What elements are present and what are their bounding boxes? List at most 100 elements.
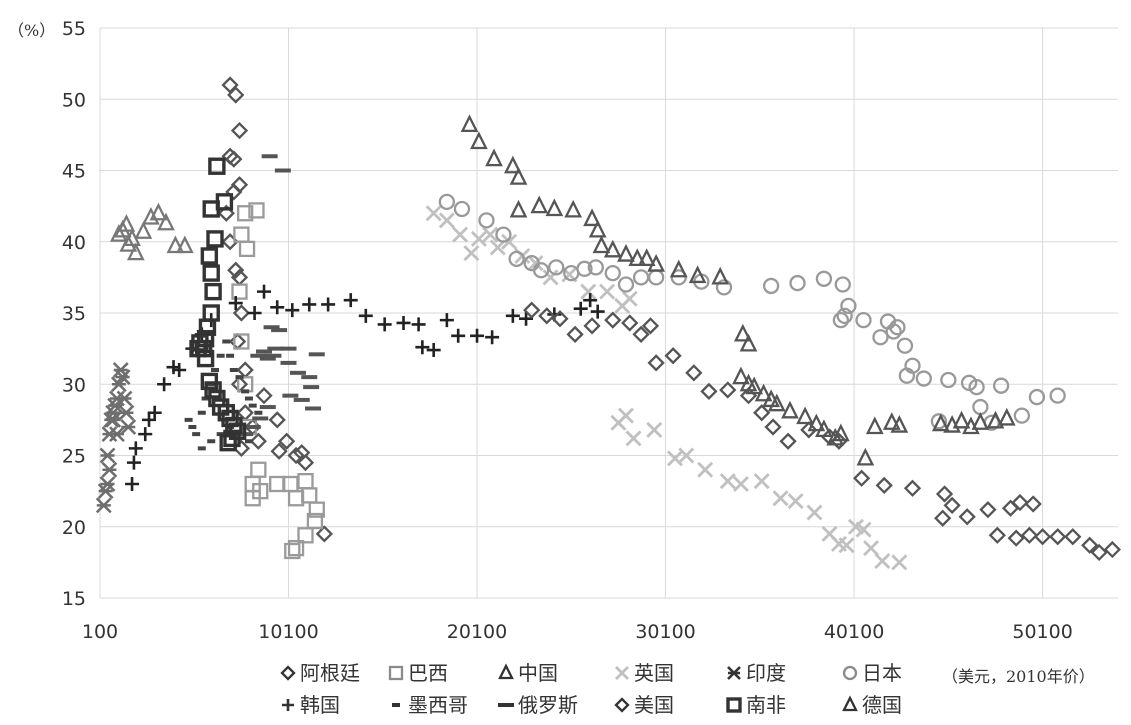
data-point [666,450,683,467]
data-point [566,325,584,344]
legend-marker [282,699,294,711]
data-point [191,334,209,352]
data-point [971,412,990,430]
data-point [711,266,730,285]
data-point [284,542,301,560]
data-point [527,255,544,272]
data-point [125,477,140,491]
data-point [986,410,1005,429]
data-point [739,333,758,352]
data-point [293,444,311,462]
data-point [192,432,201,437]
data-point [719,381,737,399]
grid-lines [99,27,1118,599]
data-point [1007,529,1025,547]
data-point [637,248,656,266]
data-point [719,473,736,490]
data-point [523,301,541,319]
data-point [123,228,141,247]
data-point [855,311,872,329]
data-point [287,539,305,557]
data-point [232,304,251,322]
data-point [219,433,237,452]
data-point [852,469,871,487]
data-point [632,325,650,344]
y-tick-label: 15 [62,588,86,610]
data-point [903,479,922,497]
data-point [282,475,299,493]
data-point [952,410,971,429]
data-point [411,317,426,332]
series-10 [189,157,247,452]
data-point [576,260,593,277]
data-point [230,121,249,140]
data-point [762,277,780,295]
data-point [1011,493,1029,512]
data-point [285,303,300,318]
y-tick-label: 55 [62,18,86,40]
data-point [840,297,857,315]
data-point [489,239,506,256]
legend-marker [280,665,296,681]
legend-label: 美国 [634,693,674,717]
data-point [142,412,157,427]
data-point [968,378,985,396]
data-point [915,370,932,387]
legend-label: 英国 [634,661,674,685]
legend-marker [842,695,858,712]
data-point [997,407,1016,426]
data-point [172,363,187,377]
series-2 [109,202,194,261]
data-point [865,416,884,435]
data-point [509,199,528,218]
data-point [142,206,160,225]
data-point [126,242,145,261]
data-point [204,282,222,301]
legend-label: 印度 [746,661,786,685]
data-point [249,432,267,450]
data-point [206,230,224,248]
y-tick-label: 20 [62,517,86,539]
data-point [301,375,318,380]
data-point [184,417,193,422]
y-axis-unit: （%） [8,21,55,40]
data-point [538,307,556,325]
data-point [302,297,317,312]
data-point [147,405,162,420]
data-point [583,208,601,227]
data-point [228,332,247,351]
data-point [223,429,241,448]
data-point [772,490,789,507]
data-point [208,157,226,175]
y-tick-label: 45 [62,161,86,183]
legend-label: 中国 [518,661,558,685]
data-point [733,323,752,342]
data-point [832,423,850,442]
data-point [109,426,125,443]
data-point [301,487,318,504]
x-tick-label: 50100 [1012,621,1072,643]
legend-label: 南非 [746,693,786,717]
data-point [244,490,261,507]
data-point [700,382,718,401]
data-point [789,274,806,292]
data-point [377,317,392,332]
data-point [263,325,280,330]
data-point [237,205,254,222]
data-point [685,364,703,382]
data-point [872,329,889,346]
data-point [688,265,707,284]
data-point [779,432,797,450]
data-point [197,446,206,451]
legend-item: 墨西哥 [392,693,468,717]
data-point [874,552,891,569]
data-point [604,264,621,282]
data-point [227,86,245,104]
data-point [149,202,168,221]
data-point [268,411,286,429]
legend-item: 阿根廷 [280,661,360,685]
data-point [303,385,320,390]
data-point [992,377,1010,394]
data-point [315,525,333,543]
data-point [233,333,250,350]
